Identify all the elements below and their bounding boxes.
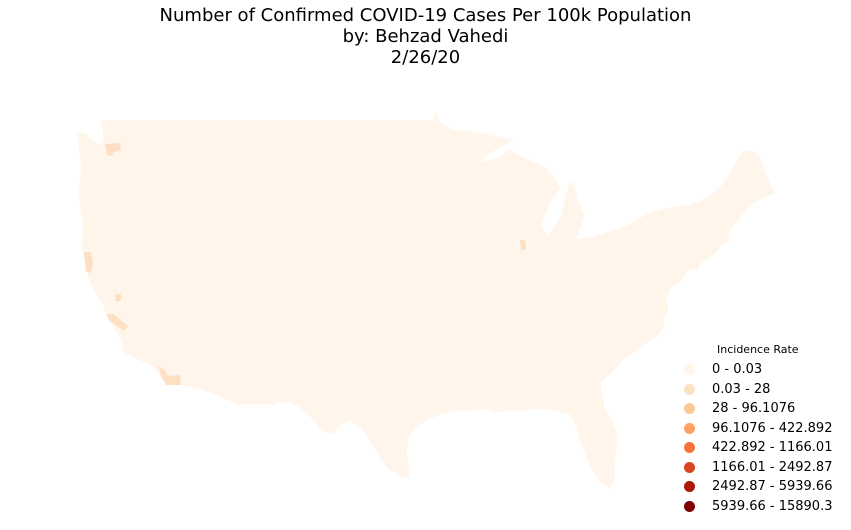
washington-county: [105, 143, 121, 156]
legend-swatch: [684, 403, 695, 415]
california-north-county: [84, 252, 93, 273]
us-mainland: [77, 111, 775, 489]
legend-swatch: [684, 442, 695, 454]
legend-label: 1166.01 - 2492.87: [712, 459, 833, 475]
legend-item: 28 - 96.1076: [680, 399, 845, 419]
legend-item: 0.03 - 28: [680, 380, 845, 400]
legend-item: 0 - 0.03: [680, 360, 845, 380]
legend-label: 28 - 96.1076: [712, 401, 796, 417]
california-central-county: [115, 294, 121, 301]
map-legend: Incidence Rate 0 - 0.03 0.03 - 28 28 - 96.…: [680, 343, 845, 516]
legend-item: 2492.87 - 5939.66: [680, 477, 845, 497]
legend-label: 96.1076 - 422.892: [712, 420, 833, 436]
map-author: by: Behzad Vahedi: [342, 26, 509, 47]
legend-item: 96.1076 - 422.892: [680, 419, 845, 439]
legend-label: 0.03 - 28: [712, 381, 771, 397]
illinois-county: [520, 240, 526, 250]
map-date: 2/26/20: [390, 47, 461, 68]
legend-swatch: [684, 500, 695, 512]
arizona-county: [158, 366, 181, 385]
california-south-county: [107, 314, 128, 331]
legend-label: 5939.66 - 15890.3: [712, 498, 833, 514]
legend-swatch: [684, 422, 695, 434]
legend-label: 422.892 - 1166.01: [712, 440, 833, 456]
legend-label: 2492.87 - 5939.66: [712, 479, 833, 495]
legend-label: 0 - 0.03: [712, 362, 763, 378]
legend-swatch: [684, 364, 695, 376]
legend-item: 422.892 - 1166.01: [680, 438, 845, 458]
legend-swatch: [684, 481, 695, 493]
map-title: Number of Confirmed COVID-19 Cases Per 1…: [159, 5, 692, 26]
legend-item: 5939.66 - 15890.3: [680, 497, 845, 517]
legend-item: 1166.01 - 2492.87: [680, 458, 845, 478]
legend-swatch: [684, 383, 695, 395]
legend-swatch: [684, 461, 695, 473]
legend-title: Incidence Rate: [717, 343, 799, 356]
